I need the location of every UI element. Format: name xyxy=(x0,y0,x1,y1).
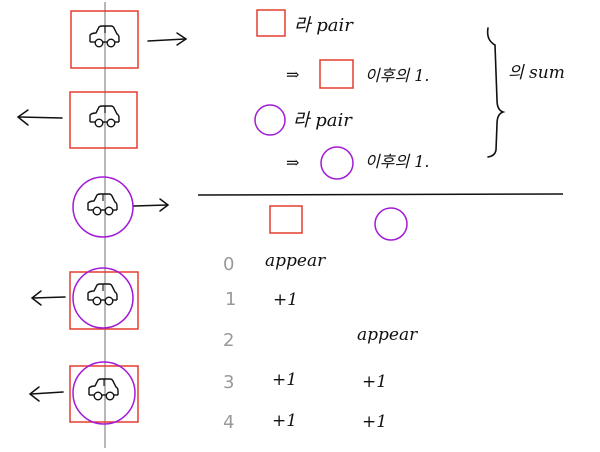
scene-row-4 xyxy=(30,267,139,330)
column-header-circle xyxy=(374,207,408,241)
implies-symbol: ⇒ xyxy=(286,65,299,84)
circle-marker xyxy=(320,146,354,180)
note-line-1: 라 pair xyxy=(294,15,354,36)
scene-row-1 xyxy=(70,10,188,69)
square-marker xyxy=(69,91,138,149)
car-icon xyxy=(88,378,119,401)
circle-marker xyxy=(72,361,136,425)
scene-row-3 xyxy=(72,176,170,238)
divider xyxy=(197,193,564,196)
step-number: 0 xyxy=(223,254,234,275)
implies-symbol: ⇒ xyxy=(286,153,299,172)
square-count: appear xyxy=(265,251,326,271)
square-marker xyxy=(69,365,139,423)
circle-marker xyxy=(254,104,286,136)
arrow-right-icon xyxy=(147,32,188,46)
circle-count: appear xyxy=(357,325,418,345)
scene-row-5 xyxy=(28,361,139,425)
note-line-2: 이후의 1. xyxy=(365,66,430,85)
right-brace xyxy=(486,27,506,158)
square-marker xyxy=(69,271,139,330)
step-number: 4 xyxy=(223,412,234,433)
square-count: +1 xyxy=(272,370,297,390)
arrow-left-icon xyxy=(16,109,63,126)
step-number: 2 xyxy=(223,330,234,351)
step-number: 1 xyxy=(225,289,236,310)
square-count: +1 xyxy=(272,411,297,431)
square-count: +1 xyxy=(273,290,298,310)
step-number: 3 xyxy=(223,372,234,393)
square-marker xyxy=(70,10,139,69)
note-line-3: 라 pair xyxy=(293,110,353,131)
car-icon xyxy=(87,193,118,216)
column-header-square xyxy=(269,205,303,234)
brace-label: 의 sum xyxy=(508,63,565,83)
scene-row-2 xyxy=(16,91,138,149)
circle-marker xyxy=(72,176,134,238)
count-table: 0 appear 1 +1 2 appear 3 +1 +1 4 +1 +1 xyxy=(223,251,418,433)
note-line-4: 이후의 1. xyxy=(365,152,430,171)
arrow-left-icon xyxy=(30,290,66,306)
circle-count: +1 xyxy=(362,372,387,392)
car-icon xyxy=(87,283,118,306)
square-marker xyxy=(256,9,286,37)
arrow-right-icon xyxy=(133,198,170,212)
circle-count: +1 xyxy=(362,412,387,432)
notes-block: 라 pair ⇒ 이후의 1. 라 pair ⇒ 이후의 1. 의 sum xyxy=(254,9,565,180)
square-marker xyxy=(319,59,354,89)
arrow-left-icon xyxy=(28,386,64,402)
circle-marker xyxy=(72,267,134,329)
